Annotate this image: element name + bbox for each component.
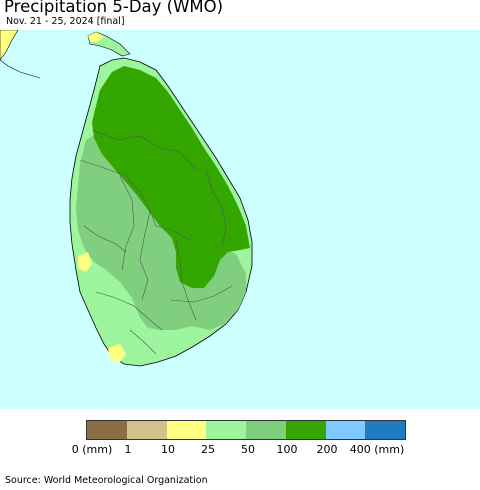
legend-swatch-25-50	[206, 421, 246, 439]
legend-tick: 400 (mm)	[349, 443, 405, 456]
legend-tick: 50	[241, 443, 255, 456]
zone-10-25-west	[78, 252, 92, 272]
precipitation-map	[0, 30, 480, 409]
india-landmass	[0, 30, 19, 61]
legend-swatch-10-25	[166, 421, 207, 439]
legend-tick: 1	[124, 443, 132, 456]
legend-ticks: 0 (mm) 1 10 25 50 100 200 400 (mm)	[0, 443, 480, 457]
india-landmass-edge	[0, 59, 41, 79]
zone-100-200	[92, 66, 250, 288]
legend-tick: 0 (mm)	[71, 443, 113, 456]
legend-swatch-0-1	[87, 421, 127, 439]
legend-swatch-200-400	[325, 421, 366, 439]
map-subtitle: Nov. 21 - 25, 2024 [final]	[6, 16, 125, 27]
source-credit: Source: World Meteorological Organizatio…	[5, 475, 208, 486]
map-title: Precipitation 5-Day (WMO)	[4, 0, 224, 16]
legend-swatch-1-10	[126, 421, 167, 439]
legend-tick: 25	[201, 443, 215, 456]
legend-tick: 200	[316, 443, 338, 456]
legend-tick: 10	[161, 443, 175, 456]
jaffna-yellow-patch	[88, 32, 104, 42]
legend-tick: 100	[276, 443, 298, 456]
zone-10-25-south	[108, 344, 126, 362]
legend-swatch-100-200	[285, 421, 326, 439]
legend-swatch-50-100	[246, 421, 286, 439]
legend-swatch-400-plus	[365, 421, 405, 439]
precipitation-legend	[86, 420, 406, 440]
province-boundaries	[79, 129, 233, 355]
map-canvas	[0, 30, 253, 367]
